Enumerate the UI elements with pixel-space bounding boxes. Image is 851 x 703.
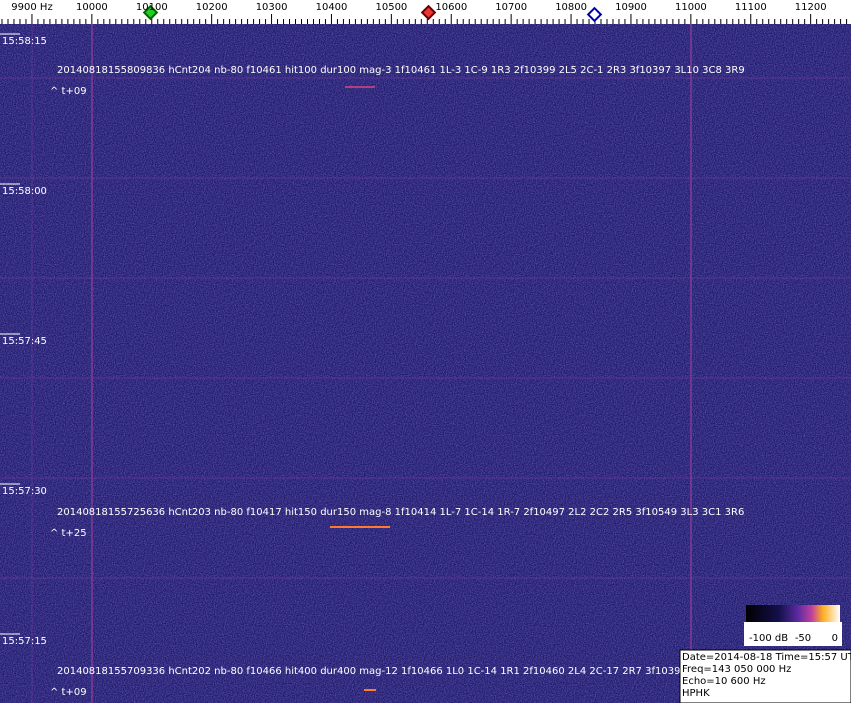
frequency-label: 10000: [76, 2, 108, 13]
frequency-label: 10200: [196, 2, 228, 13]
frequency-label: 10300: [256, 2, 288, 13]
frequency-label: 10700: [495, 2, 527, 13]
colorbar: [746, 605, 840, 622]
markers: [142, 4, 603, 23]
frequency-label: 10800: [555, 2, 587, 13]
info-line: Echo=10 600 Hz: [682, 676, 766, 687]
info-box: [679, 649, 851, 703]
frequency-label: 10600: [435, 2, 467, 13]
colorbar-label: -100 dB: [749, 633, 788, 644]
grid: [0, 24, 851, 703]
noise: [0, 24, 851, 703]
frequency-label: 10500: [375, 2, 407, 13]
info-line: Freq=143 050 000 Hz: [682, 664, 791, 675]
event-text: 20140818155725636 hCnt203 nb-80 f10417 h…: [57, 507, 744, 518]
event-offset: ^ t+09: [50, 86, 87, 97]
time-label: 15:58:15: [2, 36, 47, 47]
frequency-label: 10900: [615, 2, 647, 13]
frequency-label: 11100: [735, 2, 767, 13]
colorbar-label: 0: [832, 633, 838, 644]
echo-streaks: [330, 86, 390, 691]
ruler-ticks: [1, 14, 848, 24]
time-label: 15:58:00: [2, 186, 47, 197]
time-label: 15:57:30: [2, 486, 47, 497]
event-offset: ^ t+09: [50, 687, 87, 698]
time-label: 15:57:15: [2, 636, 47, 647]
colorbar-label: -50: [795, 633, 811, 644]
event-offset: ^ t+25: [50, 528, 87, 539]
colorbar-scale: [744, 622, 842, 646]
info-line: HPHK: [682, 688, 710, 699]
time-label: 15:57:45: [2, 336, 47, 347]
frequency-label: 11000: [675, 2, 707, 13]
event-text: 20140818155809836 hCnt204 nb-80 f10461 h…: [57, 65, 745, 76]
frequency-label: 10100: [136, 2, 168, 13]
frequency-label: 10400: [316, 2, 348, 13]
frequency-label: 9900 Hz: [11, 2, 52, 13]
event-text: 20140818155709336 hCnt202 nb-80 f10466 h…: [57, 666, 708, 677]
info-line: Date=2014-08-18 Time=15:57 UTC: [682, 652, 851, 663]
frequency-label: 11200: [795, 2, 827, 13]
